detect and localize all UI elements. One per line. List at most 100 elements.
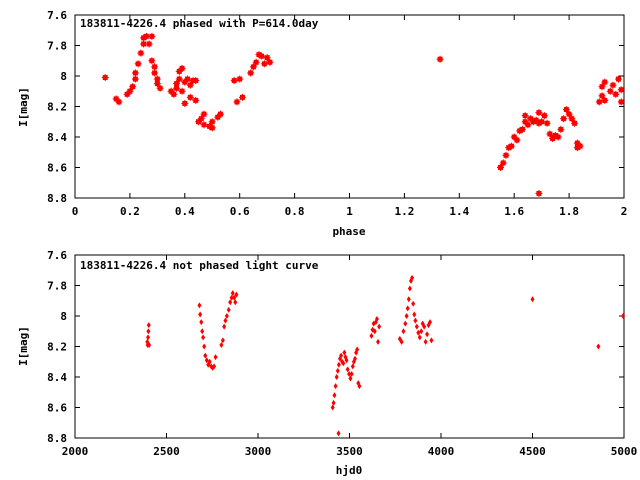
- data-point-phased: [595, 98, 603, 106]
- data-point-unphased: [596, 343, 601, 350]
- ticks-phased: 0 0.2 0.4 0.6 0.8 1 1.2 1.4 1.6 1.8 2 7.6 7.8 8 8.2 8.4…: [47, 9, 627, 218]
- data-points-unphased: [145, 274, 626, 437]
- data-point-unphased: [332, 392, 337, 399]
- data-point-unphased: [330, 404, 335, 411]
- data-point-unphased: [405, 305, 410, 312]
- data-point-unphased: [335, 367, 340, 374]
- data-point-phased: [615, 75, 623, 83]
- data-point-phased: [436, 55, 444, 63]
- data-point-phased: [609, 81, 617, 89]
- data-point-unphased: [222, 323, 227, 330]
- data-point-unphased: [530, 296, 535, 303]
- data-point-phased: [535, 109, 543, 117]
- data-point-phased: [598, 83, 606, 91]
- data-point-phased: [175, 75, 183, 83]
- data-point-phased: [263, 54, 271, 62]
- data-point-phased: [181, 99, 189, 107]
- data-point-unphased: [334, 374, 339, 380]
- data-point-phased: [230, 77, 238, 85]
- x-tick-label-phased: 1.8: [559, 205, 579, 218]
- x-tick-label-phased: 0.4: [175, 205, 195, 218]
- data-point-unphased: [212, 363, 217, 370]
- data-point-phased: [151, 69, 159, 77]
- data-point-phased: [258, 52, 266, 60]
- data-point-unphased: [207, 358, 212, 365]
- data-point-phased: [216, 110, 224, 118]
- data-point-phased: [178, 87, 186, 95]
- y-axis-label-phased: I[mag]: [17, 87, 30, 127]
- data-point-unphased: [410, 274, 415, 281]
- data-point-phased: [101, 74, 109, 82]
- data-point-unphased: [234, 291, 239, 298]
- data-point-phased: [200, 110, 208, 118]
- x-tick-label-phased: 1: [346, 205, 353, 218]
- data-point-unphased: [399, 338, 404, 345]
- y-tick-label-phased: 8.6: [47, 162, 67, 175]
- data-point-unphased: [406, 296, 411, 303]
- y-tick-label-unphased: 7.8: [47, 280, 67, 293]
- x-tick-label-phased: 0: [72, 205, 79, 218]
- data-point-phased: [151, 63, 159, 71]
- y-tick-label-phased: 7.6: [47, 9, 67, 22]
- data-point-phased: [153, 80, 161, 88]
- data-point-phased: [543, 119, 551, 127]
- data-point-unphased: [428, 319, 433, 326]
- x-tick-label-phased: 0.8: [285, 205, 305, 218]
- data-point-unphased: [419, 328, 424, 335]
- data-point-phased: [502, 151, 510, 159]
- chart-title-unphased: 183811-4226.4 not phased light curve: [80, 259, 319, 272]
- x-tick-label-phased: 1.2: [394, 205, 414, 218]
- data-point-unphased: [342, 349, 347, 356]
- data-point-unphased: [425, 331, 430, 338]
- data-point-phased: [266, 58, 274, 66]
- data-point-phased: [260, 60, 268, 68]
- data-point-phased: [249, 63, 257, 71]
- data-point-phased: [208, 124, 216, 132]
- data-point-unphased: [199, 319, 204, 326]
- data-point-unphased: [355, 346, 360, 353]
- y-tick-label-unphased: 8.6: [47, 402, 67, 415]
- data-point-phased: [598, 92, 606, 100]
- data-point-unphased: [331, 399, 336, 406]
- data-point-unphased: [417, 334, 422, 341]
- data-point-phased: [562, 106, 570, 114]
- data-point-phased: [538, 118, 546, 126]
- data-point-phased: [507, 142, 515, 150]
- y-tick-label-phased: 7.8: [47, 40, 67, 53]
- data-point-phased: [560, 115, 568, 123]
- data-point-phased: [601, 96, 609, 104]
- x-tick-label-unphased: 4000: [428, 445, 455, 458]
- y-tick-label-unphased: 8.2: [47, 341, 67, 354]
- data-point-phased: [178, 64, 186, 72]
- data-point-phased: [236, 75, 244, 83]
- data-point-phased: [513, 136, 521, 144]
- data-point-phased: [518, 125, 526, 133]
- data-point-phased: [612, 90, 620, 98]
- data-point-unphased: [404, 313, 409, 319]
- y-tick-label-unphased: 8.8: [47, 432, 67, 445]
- data-point-phased: [233, 98, 241, 106]
- x-tick-label-phased: 1.4: [449, 205, 469, 218]
- data-point-unphased: [146, 322, 151, 329]
- data-point-unphased: [213, 354, 218, 361]
- data-point-phased: [148, 57, 156, 65]
- data-point-phased: [148, 32, 156, 40]
- data-point-unphased: [339, 352, 344, 359]
- data-point-phased: [170, 90, 178, 98]
- data-point-unphased: [336, 430, 341, 437]
- data-point-phased: [252, 58, 260, 66]
- data-point-unphased: [372, 328, 377, 335]
- data-point-phased: [186, 93, 194, 101]
- data-point-unphased: [376, 338, 381, 345]
- data-point-phased: [546, 130, 554, 138]
- data-point-phased: [568, 115, 576, 123]
- x-tick-label-phased: 0.6: [230, 205, 250, 218]
- data-point-unphased: [230, 290, 235, 297]
- data-point-unphased: [347, 370, 352, 377]
- data-point-phased: [156, 84, 164, 92]
- data-point-unphased: [357, 383, 362, 390]
- data-point-unphased: [219, 341, 224, 348]
- data-point-unphased: [344, 357, 349, 364]
- data-point-unphased: [233, 299, 238, 306]
